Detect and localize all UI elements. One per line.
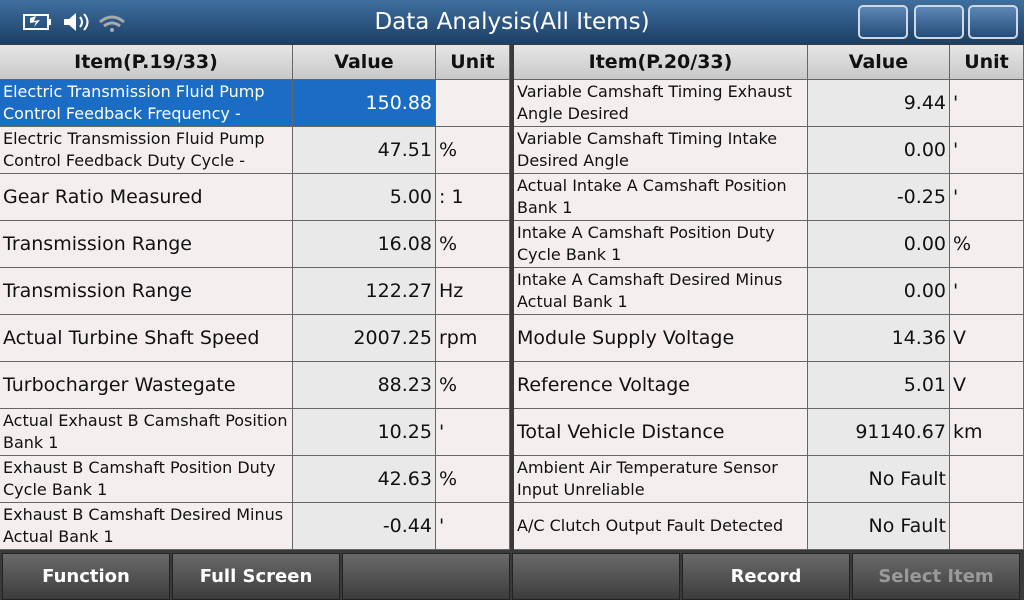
item-name[interactable]: Module Supply Voltage	[514, 315, 808, 362]
item-name[interactable]: Actual Intake A Camshaft Position Bank 1	[514, 174, 808, 221]
item-unit: km	[950, 409, 1024, 456]
title-bar: Data Analysis(All Items)	[0, 0, 1024, 44]
item-unit: %	[436, 456, 510, 503]
item-unit: : 1	[436, 174, 510, 221]
item-unit	[950, 456, 1024, 503]
item-value: -0.44	[293, 503, 436, 550]
item-unit: rpm	[436, 315, 510, 362]
item-name[interactable]: Intake A Camshaft Position Duty Cycle Ba…	[514, 221, 808, 268]
item-value: 42.63	[293, 456, 436, 503]
item-unit: '	[436, 503, 510, 550]
home-button[interactable]	[968, 5, 1018, 39]
report-button[interactable]	[858, 5, 908, 39]
item-value: 91140.67	[808, 409, 950, 456]
item-name[interactable]: Actual Exhaust B Camshaft Position Bank …	[0, 409, 293, 456]
toolbar-button	[512, 553, 680, 600]
column-header: Value	[808, 45, 950, 80]
item-value: 5.01	[808, 362, 950, 409]
item-name[interactable]: Variable Camshaft Timing Exhaust Angle D…	[514, 80, 808, 127]
back-button[interactable]	[914, 5, 964, 39]
item-unit: V	[950, 315, 1024, 362]
item-unit: V	[950, 362, 1024, 409]
item-unit: %	[436, 127, 510, 174]
item-unit: %	[436, 221, 510, 268]
item-unit: Hz	[436, 268, 510, 315]
toolbar-button[interactable]: Function	[2, 553, 170, 600]
toolbar-button	[342, 553, 510, 600]
item-name[interactable]: Transmission Range	[0, 221, 293, 268]
item-name[interactable]: Exhaust B Camshaft Position Duty Cycle B…	[0, 456, 293, 503]
item-unit	[436, 80, 510, 127]
item-value: 0.00	[808, 268, 950, 315]
toolbar-button[interactable]: Full Screen	[172, 553, 340, 600]
item-name[interactable]: Exhaust B Camshaft Desired Minus Actual …	[0, 503, 293, 550]
item-value: 150.88	[293, 80, 436, 127]
column-header: Item(P.20/33)	[514, 45, 808, 80]
item-value: 10.25	[293, 409, 436, 456]
item-unit: '	[950, 127, 1024, 174]
status-icons	[23, 13, 125, 32]
toolbar-button[interactable]: Record	[682, 553, 850, 600]
item-name[interactable]: Electric Transmission Fluid Pump Control…	[0, 127, 293, 174]
item-value: 0.00	[808, 221, 950, 268]
item-unit: '	[950, 80, 1024, 127]
item-name[interactable]: Ambient Air Temperature Sensor Input Unr…	[514, 456, 808, 503]
item-value: No Fault	[808, 456, 950, 503]
toolbar-button: Select Item	[852, 553, 1020, 600]
item-value: 14.36	[808, 315, 950, 362]
item-unit: '	[950, 174, 1024, 221]
item-name[interactable]: Transmission Range	[0, 268, 293, 315]
column-header: Unit	[950, 45, 1024, 80]
screen-title: Data Analysis(All Items)	[374, 9, 650, 35]
item-name[interactable]: Reference Voltage	[514, 362, 808, 409]
item-unit: %	[436, 362, 510, 409]
item-value: 88.23	[293, 362, 436, 409]
item-name[interactable]: Intake A Camshaft Desired Minus Actual B…	[514, 268, 808, 315]
column-header: Item(P.19/33)	[0, 45, 293, 80]
item-value: 47.51	[293, 127, 436, 174]
item-unit	[950, 503, 1024, 550]
column-header: Value	[293, 45, 436, 80]
column-header: Unit	[436, 45, 510, 80]
item-value: 5.00	[293, 174, 436, 221]
item-unit: %	[950, 221, 1024, 268]
item-name[interactable]: Actual Turbine Shaft Speed	[0, 315, 293, 362]
item-unit: '	[436, 409, 510, 456]
item-value: -0.25	[808, 174, 950, 221]
item-value: 122.27	[293, 268, 436, 315]
item-value: No Fault	[808, 503, 950, 550]
item-name[interactable]: A/C Clutch Output Fault Detected	[514, 503, 808, 550]
item-name[interactable]: Gear Ratio Measured	[0, 174, 293, 221]
item-name[interactable]: Turbocharger Wastegate	[0, 362, 293, 409]
item-name[interactable]: Total Vehicle Distance	[514, 409, 808, 456]
item-unit: '	[950, 268, 1024, 315]
item-value: 9.44	[808, 80, 950, 127]
item-name[interactable]: Electric Transmission Fluid Pump Control…	[0, 80, 293, 127]
item-value: 16.08	[293, 221, 436, 268]
item-value: 2007.25	[293, 315, 436, 362]
item-name[interactable]: Variable Camshaft Timing Intake Desired …	[514, 127, 808, 174]
item-value: 0.00	[808, 127, 950, 174]
